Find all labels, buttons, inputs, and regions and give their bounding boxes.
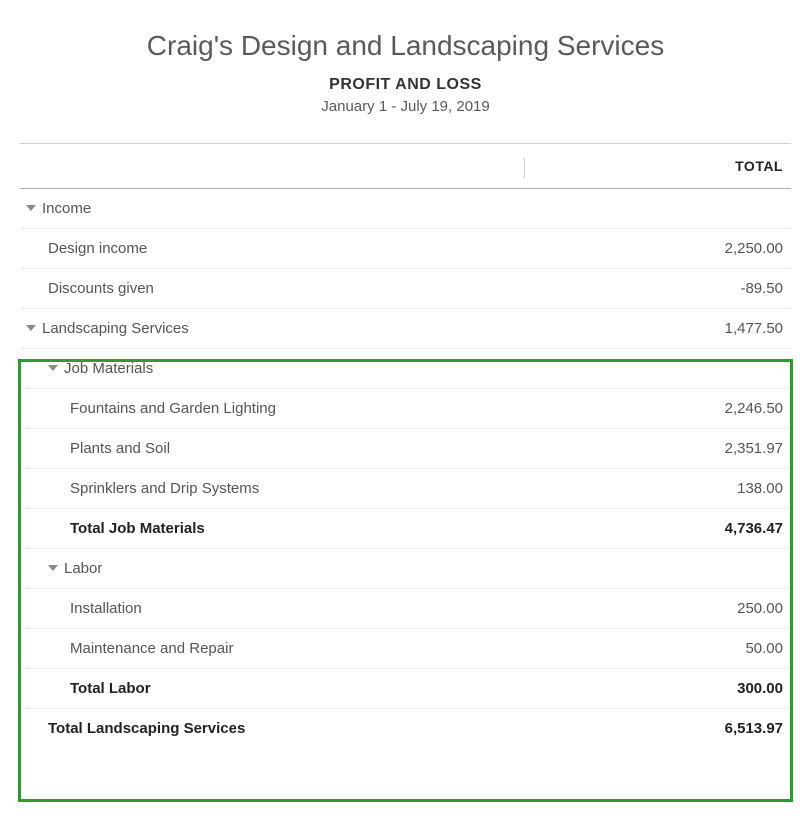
collapse-caret-icon[interactable] bbox=[48, 365, 58, 371]
row-value: 2,351.97 bbox=[525, 440, 785, 457]
report-title: PROFIT AND LOSS bbox=[20, 76, 791, 94]
row-label: Total Landscaping Services bbox=[20, 720, 525, 737]
row-label-text: Fountains and Garden Lighting bbox=[70, 400, 276, 417]
row-label: Landscaping Services bbox=[20, 320, 525, 337]
row-value: 1,477.50 bbox=[525, 320, 785, 337]
report-row[interactable]: Income bbox=[20, 189, 791, 229]
row-value: 2,250.00 bbox=[525, 240, 785, 257]
report-row: Plants and Soil 2,351.97 bbox=[20, 429, 791, 469]
report-row: Total Job Materials 4,736.47 bbox=[20, 509, 791, 549]
column-header-row: TOTAL bbox=[20, 144, 791, 189]
row-value: 50.00 bbox=[525, 640, 785, 657]
report-row: Design income 2,250.00 bbox=[20, 229, 791, 269]
row-label-text: Maintenance and Repair bbox=[70, 640, 233, 657]
report-row: Fountains and Garden Lighting 2,246.50 bbox=[20, 389, 791, 429]
row-label: Discounts given bbox=[20, 280, 525, 297]
report-rows: Income Design income 2,250.00 Discounts giv… bbox=[20, 189, 791, 748]
report-page: Craig's Design and Landscaping Services … bbox=[0, 0, 811, 768]
column-header-blank bbox=[26, 158, 525, 178]
row-label-text: Sprinklers and Drip Systems bbox=[70, 480, 259, 497]
row-label-text: Landscaping Services bbox=[42, 320, 189, 337]
company-name: Craig's Design and Landscaping Services bbox=[20, 30, 791, 62]
report-row: Total Landscaping Services 6,513.97 bbox=[20, 709, 791, 748]
row-label-text: Design income bbox=[48, 240, 147, 257]
row-label: Fountains and Garden Lighting bbox=[20, 400, 525, 417]
row-label-text: Total Labor bbox=[70, 680, 151, 697]
report-row: Sprinklers and Drip Systems 138.00 bbox=[20, 469, 791, 509]
collapse-caret-icon[interactable] bbox=[26, 205, 36, 211]
row-label: Sprinklers and Drip Systems bbox=[20, 480, 525, 497]
row-label-text: Installation bbox=[70, 600, 142, 617]
row-label-text: Job Materials bbox=[64, 360, 153, 377]
report-date-range: January 1 - July 19, 2019 bbox=[20, 98, 791, 115]
column-header-total: TOTAL bbox=[525, 158, 785, 178]
row-value: 6,513.97 bbox=[525, 720, 785, 737]
report-row: Discounts given -89.50 bbox=[20, 269, 791, 309]
row-label: Total Job Materials bbox=[20, 520, 525, 537]
report-row: Installation 250.00 bbox=[20, 589, 791, 629]
report-row: Total Labor 300.00 bbox=[20, 669, 791, 709]
collapse-caret-icon[interactable] bbox=[26, 325, 36, 331]
row-value: 138.00 bbox=[525, 480, 785, 497]
collapse-caret-icon[interactable] bbox=[48, 565, 58, 571]
report-row[interactable]: Job Materials bbox=[20, 349, 791, 389]
row-label: Maintenance and Repair bbox=[20, 640, 525, 657]
row-label: Design income bbox=[20, 240, 525, 257]
report-row: Maintenance and Repair 50.00 bbox=[20, 629, 791, 669]
row-value: -89.50 bbox=[525, 280, 785, 297]
report-header: Craig's Design and Landscaping Services … bbox=[20, 20, 791, 133]
row-label: Installation bbox=[20, 600, 525, 617]
row-label-text: Labor bbox=[64, 560, 102, 577]
report-row[interactable]: Labor bbox=[20, 549, 791, 589]
row-label-text: Total Job Materials bbox=[70, 520, 205, 537]
row-label-text: Discounts given bbox=[48, 280, 154, 297]
report-row[interactable]: Landscaping Services 1,477.50 bbox=[20, 309, 791, 349]
row-value: 300.00 bbox=[525, 680, 785, 697]
row-label-text: Income bbox=[42, 200, 91, 217]
row-label-text: Plants and Soil bbox=[70, 440, 170, 457]
row-label: Labor bbox=[20, 560, 525, 577]
row-value: 2,246.50 bbox=[525, 400, 785, 417]
row-label: Total Labor bbox=[20, 680, 525, 697]
row-value: 250.00 bbox=[525, 600, 785, 617]
row-label: Income bbox=[20, 200, 525, 217]
row-label: Plants and Soil bbox=[20, 440, 525, 457]
row-label-text: Total Landscaping Services bbox=[48, 720, 245, 737]
row-label: Job Materials bbox=[20, 360, 525, 377]
row-value: 4,736.47 bbox=[525, 520, 785, 537]
